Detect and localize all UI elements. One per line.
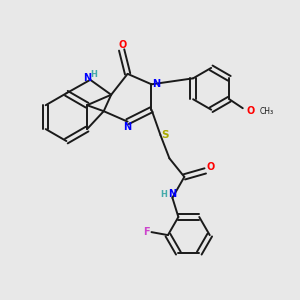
Text: N: N	[168, 189, 176, 199]
Text: F: F	[143, 227, 149, 237]
Text: H: H	[91, 70, 98, 79]
Text: S: S	[161, 130, 169, 140]
Text: O: O	[247, 106, 255, 116]
Text: N: N	[124, 122, 132, 132]
Text: N: N	[82, 73, 91, 83]
Text: CH₃: CH₃	[259, 107, 273, 116]
Text: O: O	[119, 40, 127, 50]
Text: N: N	[152, 79, 160, 89]
Text: H: H	[160, 190, 167, 199]
Text: O: O	[206, 162, 214, 172]
